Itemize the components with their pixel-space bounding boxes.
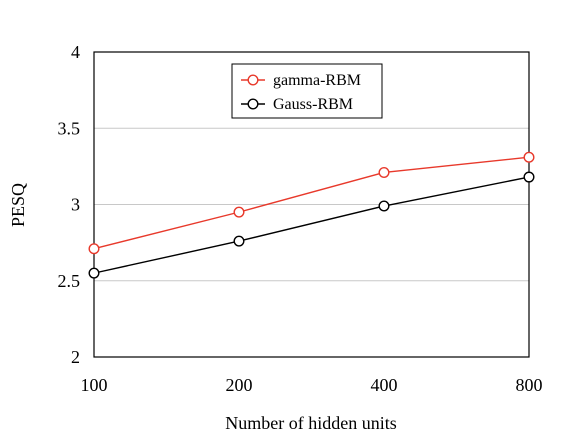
data-point bbox=[378, 166, 390, 178]
x-axis-label: Number of hidden units bbox=[225, 413, 396, 433]
data-point bbox=[88, 243, 100, 255]
y-tick-label: 2 bbox=[71, 347, 80, 367]
legend-marker bbox=[247, 74, 259, 86]
plot-frame bbox=[93, 51, 530, 358]
legend: gamma-RBM Gauss-RBM bbox=[231, 63, 383, 119]
x-tick-label: 800 bbox=[516, 375, 543, 395]
x-tick-label: 400 bbox=[371, 375, 398, 395]
data-point bbox=[233, 206, 245, 218]
data-point bbox=[523, 171, 535, 183]
x-tick-label: 200 bbox=[226, 375, 253, 395]
series-line bbox=[93, 156, 530, 250]
legend-label: Gauss-RBM bbox=[273, 96, 353, 113]
data-point bbox=[523, 151, 535, 163]
legend-marker bbox=[247, 98, 259, 110]
data-point bbox=[233, 235, 245, 247]
data-point bbox=[378, 200, 390, 212]
y-tick-label: 3 bbox=[71, 195, 80, 215]
x-axis-ticks: 100 200 400 800 bbox=[81, 375, 543, 395]
legend-box bbox=[231, 63, 383, 119]
series-line bbox=[93, 176, 530, 274]
data-point bbox=[88, 267, 100, 279]
y-tick-label: 2.5 bbox=[58, 271, 81, 291]
series-gauss-rbm bbox=[88, 171, 535, 279]
legend-label: gamma-RBM bbox=[273, 72, 361, 89]
x-tick-label: 100 bbox=[81, 375, 108, 395]
series-group bbox=[88, 151, 535, 279]
y-axis-label: PESQ bbox=[8, 183, 28, 227]
y-tick-label: 4 bbox=[71, 42, 80, 62]
series-gamma-rbm bbox=[88, 151, 535, 255]
grid-lines bbox=[94, 127, 529, 282]
y-axis-ticks: 2 2.5 3 3.5 4 bbox=[58, 42, 81, 367]
y-tick-label: 3.5 bbox=[58, 118, 81, 138]
